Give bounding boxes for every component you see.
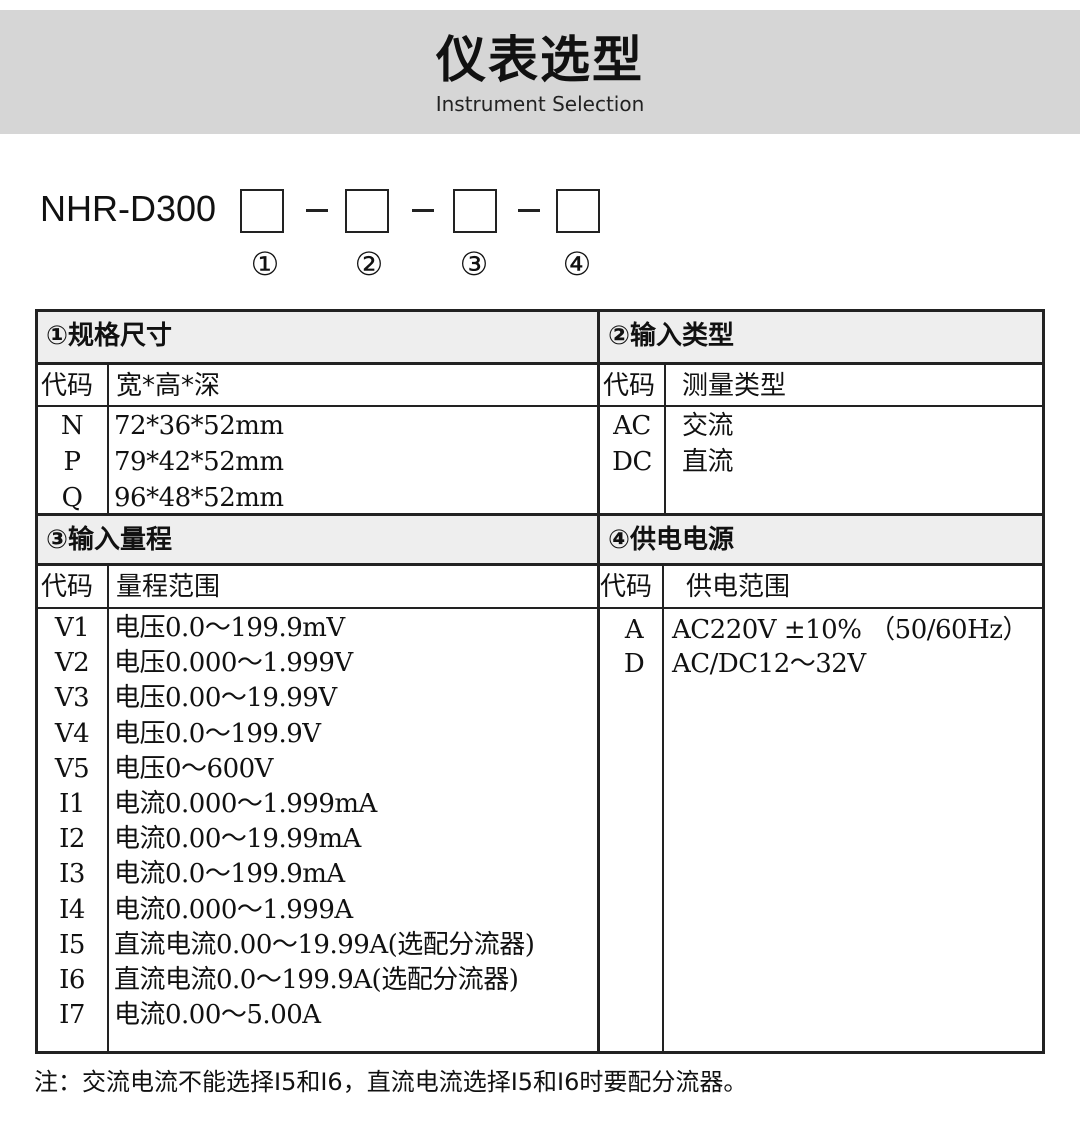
col-header-code: 代码 (603, 371, 656, 401)
size-desc: 72*36*52mm (114, 411, 284, 441)
range-code: I7 (59, 1000, 85, 1031)
header-banner (0, 10, 1080, 134)
page-subtitle: Instrument Selection (435, 92, 645, 116)
position-label-1: ① (250, 245, 280, 283)
input-type-code: DC (612, 447, 652, 477)
range-desc: 电压0.0～199.9mV (114, 613, 345, 643)
range-desc: 电流0.00～19.99mA (114, 824, 361, 855)
selection-table: ①规格尺寸 ②输入类型 ③输入量程 ④供电电源 代码 宽*高*深 代码 测量类型… (35, 309, 1045, 1054)
range-desc: 直流电流0.0～199.9A(选配分流器) (114, 965, 519, 995)
position-label-4: ④ (562, 245, 592, 283)
range-desc: 电流0.000～1.999mA (114, 789, 377, 819)
section-title-input-type: ②输入类型 (600, 312, 1042, 362)
footnote: 注：交流电流不能选择I5和I6，直流电流选择I5和I6时要配分流器。 (34, 1068, 748, 1096)
power-desc: AC220V ±10% （50/60Hz） (672, 615, 1028, 645)
range-desc: 电压0.000～1.999V (114, 648, 353, 679)
size-desc: 96*48*52mm (114, 483, 284, 513)
col-header-desc: 供电范围 (686, 572, 791, 602)
range-code: I6 (59, 965, 85, 995)
divider (107, 566, 109, 1051)
divider (107, 364, 109, 513)
col-header-desc: 测量类型 (682, 371, 787, 401)
size-code: N (60, 411, 84, 441)
section-title-size: ①规格尺寸 (38, 312, 597, 362)
model-box-4 (556, 189, 600, 233)
range-code: V3 (54, 683, 90, 714)
input-type-desc: 直流 (682, 447, 734, 477)
divider (597, 312, 600, 1051)
divider (664, 364, 666, 513)
section-title-power: ④供电电源 (600, 516, 1042, 563)
range-code: I3 (59, 859, 85, 890)
range-desc: 电流0.00～5.00A (114, 1000, 321, 1031)
range-desc: 电压0.00～19.99V (114, 683, 337, 714)
range-desc: 电压0～600V (114, 753, 273, 784)
col-header-code: 代码 (41, 572, 94, 602)
col-header-desc: 宽*高*深 (116, 371, 221, 401)
power-code: D (623, 649, 645, 679)
model-box-1 (240, 189, 284, 233)
power-code: A (624, 615, 644, 645)
size-desc: 79*42*52mm (114, 447, 284, 477)
divider (38, 362, 1042, 365)
range-code: I5 (59, 929, 85, 960)
range-code: I2 (59, 824, 85, 855)
size-code: P (63, 447, 82, 477)
range-code: I4 (59, 894, 85, 925)
range-code: I1 (59, 789, 85, 819)
divider (38, 513, 1042, 516)
range-code: V2 (54, 648, 90, 679)
power-desc: AC/DC12～32V (672, 649, 866, 679)
divider (38, 607, 1042, 609)
section-title-range: ③输入量程 (38, 516, 597, 563)
range-desc: 电压0.0～199.9V (114, 718, 321, 749)
position-label-2: ② (354, 245, 384, 283)
model-box-3 (453, 189, 497, 233)
range-desc: 电流0.000～1.999A (114, 894, 353, 925)
dash (412, 209, 434, 212)
divider (38, 563, 1042, 566)
size-code: Q (61, 483, 83, 513)
position-label-3: ③ (459, 245, 489, 283)
col-header-code: 代码 (41, 371, 94, 401)
dash (518, 209, 540, 212)
col-header-code: 代码 (600, 572, 653, 602)
input-type-desc: 交流 (682, 411, 734, 441)
model-prefix: NHR-D300 (40, 188, 217, 229)
range-desc: 电流0.0～199.9mA (114, 859, 345, 890)
range-code: V5 (54, 753, 90, 784)
input-type-code: AC (613, 411, 651, 441)
range-desc: 直流电流0.00～19.99A(选配分流器) (114, 929, 535, 960)
divider (38, 405, 1042, 407)
range-code: V1 (54, 613, 90, 643)
range-code: V4 (54, 718, 90, 749)
page-title: 仪表选型 (436, 31, 644, 89)
divider (662, 566, 664, 1051)
dash (306, 209, 328, 212)
col-header-desc: 量程范围 (116, 572, 221, 602)
model-box-2 (345, 189, 389, 233)
